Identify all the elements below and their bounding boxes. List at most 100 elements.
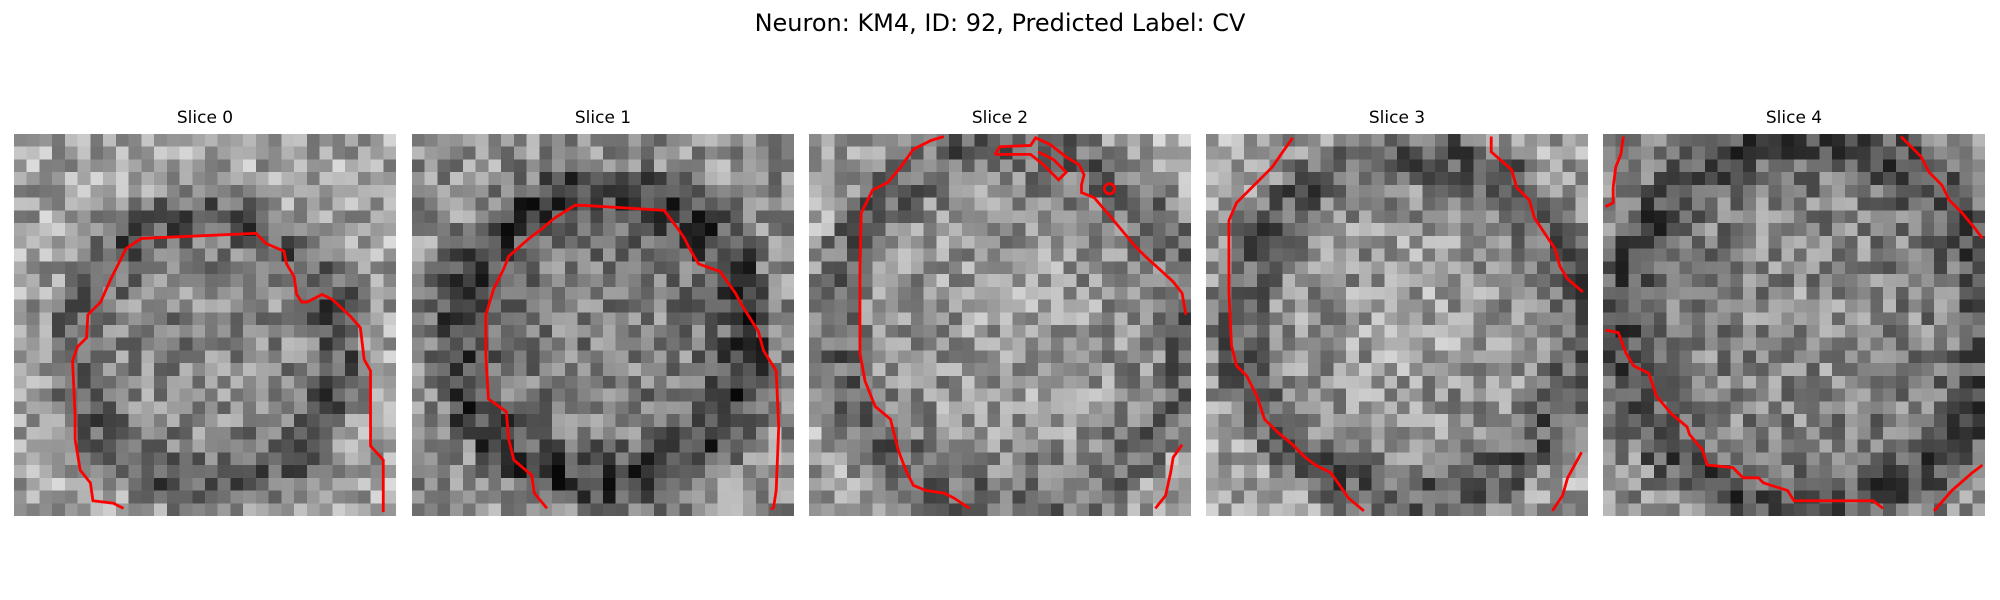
pixel (1256, 235, 1270, 249)
pixel (603, 210, 616, 224)
pixel (1038, 452, 1052, 466)
pixel (513, 414, 527, 428)
pixel (128, 159, 142, 173)
pixel (1486, 490, 1500, 504)
pixel (462, 350, 476, 364)
pixel (319, 388, 333, 402)
pixel (475, 375, 489, 389)
pixel (1460, 261, 1474, 275)
pixel (1603, 210, 1616, 224)
pixel (1076, 286, 1090, 300)
pixel (488, 375, 502, 389)
pixel (781, 465, 794, 479)
pixel (77, 235, 91, 249)
pixel (743, 490, 757, 504)
pixel (1524, 426, 1538, 440)
pixel (1473, 439, 1487, 453)
pixel (501, 159, 515, 173)
pixel (1575, 172, 1588, 186)
pixel (1012, 503, 1026, 516)
pixel (872, 274, 886, 288)
pixel (1012, 184, 1026, 198)
pixel (1346, 401, 1360, 415)
pixel (1844, 146, 1858, 160)
pixel (1679, 363, 1693, 377)
pixel (1755, 235, 1769, 249)
pixel (513, 274, 527, 288)
pixel (768, 210, 782, 224)
pixel (552, 261, 566, 275)
pixel (1883, 312, 1897, 326)
pixel (923, 274, 937, 288)
pixel (949, 299, 963, 313)
pixel (1743, 477, 1757, 491)
pixel (1244, 134, 1258, 147)
pixel (1717, 159, 1731, 173)
pixel (1562, 146, 1576, 160)
pixel (1832, 337, 1846, 351)
pixel (1435, 134, 1449, 147)
pixel (64, 325, 78, 338)
pixel (1435, 363, 1449, 377)
pixel (1063, 439, 1077, 453)
pixel (1946, 274, 1960, 288)
pixel (872, 159, 886, 173)
pixel (1282, 210, 1296, 224)
pixel (1218, 477, 1232, 491)
pixel (1000, 248, 1013, 262)
pixel (1653, 363, 1667, 377)
pixel (539, 426, 553, 440)
pixel (141, 184, 155, 198)
pixel (1537, 286, 1551, 300)
pixel (357, 299, 371, 313)
pixel (1269, 375, 1283, 389)
pixel (577, 503, 591, 516)
pixel (475, 274, 489, 288)
pixel (949, 159, 963, 173)
pixel (345, 325, 359, 338)
pixel (847, 337, 861, 351)
pixel (898, 490, 912, 504)
pixel (1870, 439, 1884, 453)
pixel (1934, 363, 1948, 377)
pixel (1384, 325, 1398, 338)
pixel (1511, 312, 1525, 326)
pixel (332, 452, 346, 466)
pixel (370, 261, 384, 275)
pixel (1371, 159, 1385, 173)
pixel (1269, 477, 1283, 491)
pixel (14, 503, 27, 516)
pixel (166, 414, 180, 428)
pixel (1498, 337, 1512, 351)
pixel (1562, 439, 1576, 453)
pixel (192, 286, 206, 300)
pixel (1384, 490, 1398, 504)
pixel (1295, 325, 1309, 338)
pixel (1972, 350, 1985, 364)
pixel (1794, 134, 1807, 147)
pixel (1794, 477, 1807, 491)
pixel (666, 452, 680, 466)
pixel (154, 388, 168, 402)
pixel (243, 134, 257, 147)
pixel (1025, 274, 1039, 288)
pixel (704, 146, 718, 160)
pixel (1114, 325, 1128, 338)
pixel (679, 350, 693, 364)
pixel (1101, 337, 1115, 351)
pixel (1794, 325, 1807, 338)
pixel (653, 388, 667, 402)
pixel (1409, 159, 1423, 173)
pixel (1000, 261, 1013, 275)
pixel (936, 197, 950, 211)
pixel (539, 197, 553, 211)
pixel (1473, 146, 1487, 160)
pixel (1768, 172, 1782, 186)
pixel (1127, 350, 1141, 364)
pixel (1422, 146, 1436, 160)
pixel (1473, 350, 1487, 364)
pixel (383, 414, 396, 428)
pixel (217, 172, 231, 186)
pixel (1269, 337, 1283, 351)
pixel (1730, 490, 1744, 504)
